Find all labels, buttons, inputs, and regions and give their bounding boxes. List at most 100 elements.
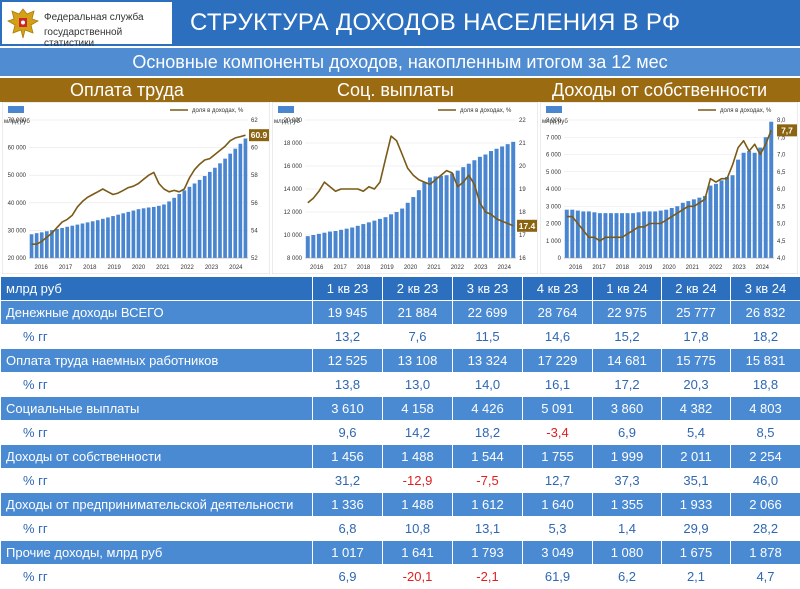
bar	[188, 187, 192, 258]
x-tick-label: 2021	[156, 265, 170, 271]
value-cell: 1 612	[453, 493, 523, 517]
percent-cell: 13,0	[383, 373, 453, 397]
percent-label: % гг	[1, 325, 313, 349]
bar	[152, 207, 156, 258]
value-cell: 2 011	[662, 445, 731, 469]
x-tick-label: 2021	[686, 265, 700, 271]
value-cell: 1 755	[523, 445, 593, 469]
value-cell: 3 049	[523, 541, 593, 565]
x-tick-label: 2017	[59, 265, 73, 271]
y-tick-label: 50 000	[8, 173, 27, 179]
legend-line-label: доля в доходах, %	[192, 108, 244, 114]
percent-cell: 14,2	[383, 421, 453, 445]
bar	[339, 230, 343, 258]
x-tick-label: 2024	[229, 265, 243, 271]
bar	[439, 176, 443, 258]
bar	[576, 211, 580, 258]
bar	[306, 236, 310, 258]
bar	[96, 220, 100, 258]
bar	[395, 212, 399, 258]
row-label: Доходы от собственности	[1, 445, 313, 469]
section-bar: Оплата труда Соц. выплаты Доходы от собс…	[0, 78, 800, 102]
value-cell: 13 108	[383, 349, 453, 373]
bar	[350, 228, 354, 258]
section-title-social: Соц. выплаты	[337, 80, 454, 101]
bar	[609, 213, 613, 258]
x-tick-label: 2023	[732, 265, 746, 271]
header-quarter-cell: 3 кв 23	[453, 277, 523, 301]
bar	[581, 211, 585, 258]
bar	[147, 207, 151, 258]
y2-tick-label: 18	[519, 210, 526, 216]
percent-cell: 61,9	[523, 565, 593, 589]
bar	[244, 138, 248, 258]
bar	[91, 221, 95, 258]
y-tick-label: 7 000	[546, 135, 562, 141]
percent-cell: 11,5	[453, 325, 523, 349]
header-bar: Федеральная служба государственной стати…	[0, 0, 800, 46]
y2-tick-label: 56	[251, 201, 258, 207]
percent-cell: 17,2	[593, 373, 662, 397]
percent-cell: -12,9	[383, 469, 453, 493]
percent-cell: 1,4	[593, 517, 662, 541]
x-tick-label: 2022	[451, 265, 465, 271]
bar	[111, 216, 115, 258]
value-cell: 15 831	[731, 349, 800, 373]
percent-cell: 20,3	[662, 373, 731, 397]
y2-tick-label: 62	[251, 118, 258, 124]
value-cell: 12 525	[313, 349, 383, 373]
value-cell: 25 777	[662, 301, 731, 325]
bar	[106, 217, 110, 258]
x-tick-label: 2017	[592, 265, 606, 271]
percent-cell: 18,2	[731, 325, 800, 349]
bar	[714, 184, 718, 258]
bar	[506, 144, 510, 258]
bar	[703, 196, 707, 258]
bar	[55, 229, 59, 258]
value-cell: 1 933	[662, 493, 731, 517]
bar	[76, 225, 80, 258]
y-tick-label: 40 000	[8, 201, 27, 207]
value-cell: 1 488	[383, 493, 453, 517]
bar	[116, 215, 120, 258]
percent-cell: 46,0	[731, 469, 800, 493]
bar	[428, 178, 432, 259]
y-tick-label: 20 000	[8, 256, 27, 262]
bar	[142, 208, 146, 258]
y2-tick-label: 5,0	[777, 222, 786, 228]
bar	[500, 146, 504, 258]
percent-label: % гг	[1, 517, 313, 541]
bar	[218, 163, 222, 258]
bar	[167, 201, 171, 258]
percent-cell: 14,6	[523, 325, 593, 349]
bar	[208, 172, 212, 258]
bar	[692, 199, 696, 258]
value-cell: 2 254	[731, 445, 800, 469]
y2-tick-label: 54	[251, 228, 258, 234]
bar	[60, 228, 64, 258]
bar	[389, 214, 393, 258]
y2-tick-label: 7,0	[777, 153, 786, 159]
y2-tick-label: 4,5	[777, 239, 786, 245]
bar	[372, 221, 376, 258]
bar	[417, 190, 421, 258]
x-tick-label: 2016	[34, 265, 48, 271]
y-tick-label: 18 000	[284, 141, 303, 147]
percent-cell: 4,7	[731, 565, 800, 589]
value-cell: 22 699	[453, 301, 523, 325]
bar	[725, 177, 729, 258]
bar	[637, 212, 641, 258]
bar	[65, 227, 69, 258]
org-name-line1: Федеральная служба	[44, 12, 144, 23]
legend-bar-swatch	[8, 106, 24, 113]
value-cell: 1 793	[453, 541, 523, 565]
